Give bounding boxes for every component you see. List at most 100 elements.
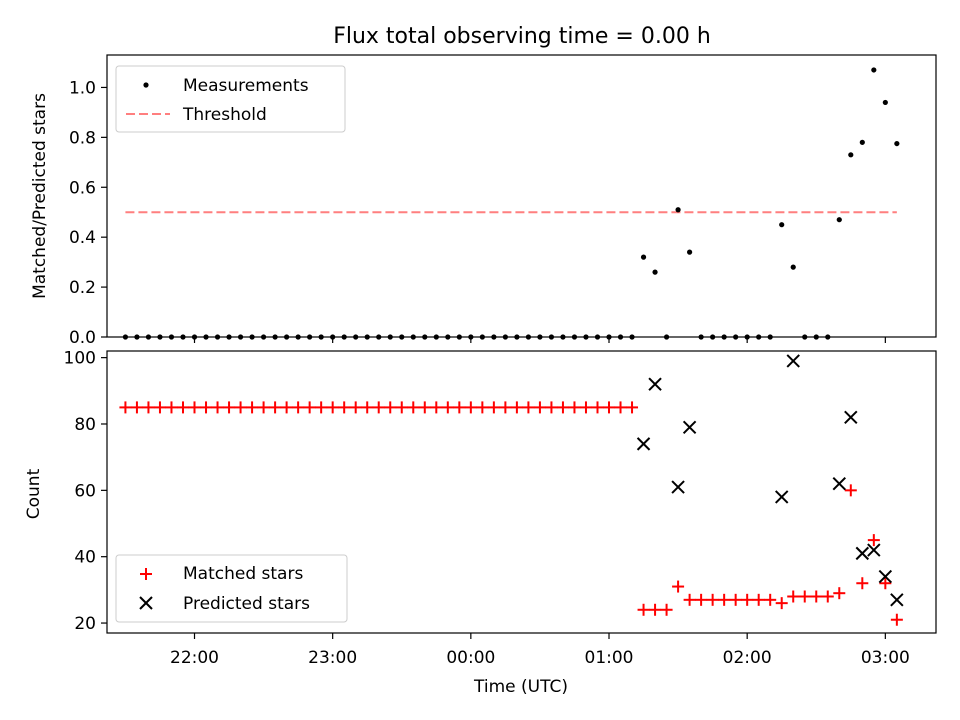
matched-star-point [591, 401, 604, 414]
matched-star-point [476, 401, 489, 414]
x-tick-label: 00:00 [446, 648, 495, 668]
bottom-legend-box [115, 554, 348, 623]
top-y-tick-label: 0.6 [69, 178, 96, 198]
top-panel: 0.0 0.2 0.4 0.6 0.8 1.0 Matched/Predicted sta… [30, 54, 937, 348]
measurement-point [871, 67, 877, 73]
measurement-point [687, 249, 693, 255]
legend-measurements-marker [143, 82, 149, 88]
legend-threshold-label: Threshold [182, 105, 267, 125]
predicted-star-point [786, 354, 800, 368]
top-legend: Measurements Threshold [115, 65, 346, 133]
matched-star-point [798, 590, 811, 603]
measurement-point [779, 222, 785, 228]
bottom-y-axis-label: Count [24, 468, 44, 519]
matched-star-point [787, 590, 800, 603]
matched-star-point [464, 401, 477, 414]
measurement-point [675, 207, 681, 213]
matched-star-point [188, 401, 201, 414]
measurement-point [640, 254, 647, 260]
matched-star-point [211, 401, 224, 414]
matched-star-point [695, 593, 708, 606]
matched-star-point [879, 577, 892, 590]
matched-star-point [649, 603, 662, 616]
matched-star-point [384, 401, 397, 414]
matched-star-point [568, 401, 581, 414]
matched-star-point [142, 401, 155, 414]
matched-star-point [603, 401, 616, 414]
top-plot-frame [106, 54, 937, 338]
matched-star-point [510, 401, 523, 414]
measurement-point [848, 152, 854, 158]
matched-star-point [718, 593, 731, 606]
matched-star-point [499, 401, 512, 414]
matched-star-point [130, 401, 143, 414]
matched-star-point [430, 401, 443, 414]
bottom-y-tick-label: 80 [74, 415, 96, 435]
matched-star-point [257, 401, 270, 414]
matched-star-point [338, 401, 351, 414]
matched-star-point [729, 593, 742, 606]
x-axis-label: Time (UTC) [473, 677, 568, 697]
top-legend-box [115, 65, 346, 133]
matched-star-point [672, 580, 685, 593]
measurement-point [859, 139, 865, 145]
measurement-point [790, 264, 796, 270]
predicted-star-point [775, 490, 789, 504]
bottom-y-tick-label: 40 [74, 548, 96, 568]
measurement-point [894, 140, 900, 147]
matched-star-point [246, 401, 259, 414]
predicted-star-point [648, 377, 662, 391]
matched-star-point [165, 401, 178, 414]
matched-star-point [856, 577, 869, 590]
matched-star-point [741, 593, 754, 606]
legend-matched-label: Matched stars [183, 564, 303, 584]
x-tick-label: 02:00 [723, 648, 772, 668]
matched-star-point [890, 613, 903, 626]
predicted-star-point [855, 546, 870, 561]
matched-star-point [326, 401, 339, 414]
matched-star-point [292, 401, 305, 414]
legend-measurements-label: Measurements [183, 76, 309, 96]
top-y-tick-label: 1.0 [69, 78, 96, 98]
legend-predicted-marker [139, 596, 153, 610]
matched-star-point [844, 484, 857, 497]
measurement-point [882, 99, 888, 106]
bottom-y-tick-label: 100 [64, 349, 96, 369]
matched-star-point [119, 401, 132, 414]
top-y-tick-label: 0.0 [69, 328, 96, 348]
matched-star-point [764, 593, 777, 606]
matched-star-point [223, 401, 236, 414]
matched-star-point [453, 401, 466, 414]
matched-star-point [833, 587, 846, 600]
x-tick-label: 03:00 [861, 648, 910, 668]
top-y-axis-label: Matched/Predicted stars [30, 93, 50, 299]
matched-star-point [545, 401, 558, 414]
matched-star-point [349, 401, 362, 414]
predicted-star-point [867, 543, 881, 557]
matched-star-point [637, 603, 650, 616]
matched-star-point [303, 401, 316, 414]
matched-star-point [407, 401, 420, 414]
chart-title: Flux total observing time = 0.00 h [333, 24, 711, 49]
predicted-star-point [878, 569, 893, 584]
matched-star-point [372, 401, 385, 414]
x-tick-label: 01:00 [585, 648, 634, 668]
x-tick-label: 22:00 [170, 648, 219, 668]
predicted-star-point [844, 410, 858, 425]
matched-star-point [280, 401, 293, 414]
matched-star-point [418, 401, 431, 414]
matched-star-point [867, 534, 880, 547]
matched-star-point [614, 401, 627, 414]
matched-star-point [176, 401, 189, 414]
matched-star-point [234, 401, 247, 414]
measurement-point [836, 217, 842, 223]
matched-star-point [752, 593, 765, 606]
measurement-point [652, 269, 658, 275]
matched-star-point [810, 590, 823, 603]
bottom-panel: 20 40 60 80 100 22:00 23:00 00:00 01:00 02:00 03:… [24, 349, 937, 697]
matched-star-point [487, 401, 500, 414]
predicted-star-point [890, 593, 904, 607]
matched-star-point [269, 401, 282, 414]
top-y-tick-label: 0.8 [69, 128, 96, 148]
matched-star-point [395, 401, 408, 414]
